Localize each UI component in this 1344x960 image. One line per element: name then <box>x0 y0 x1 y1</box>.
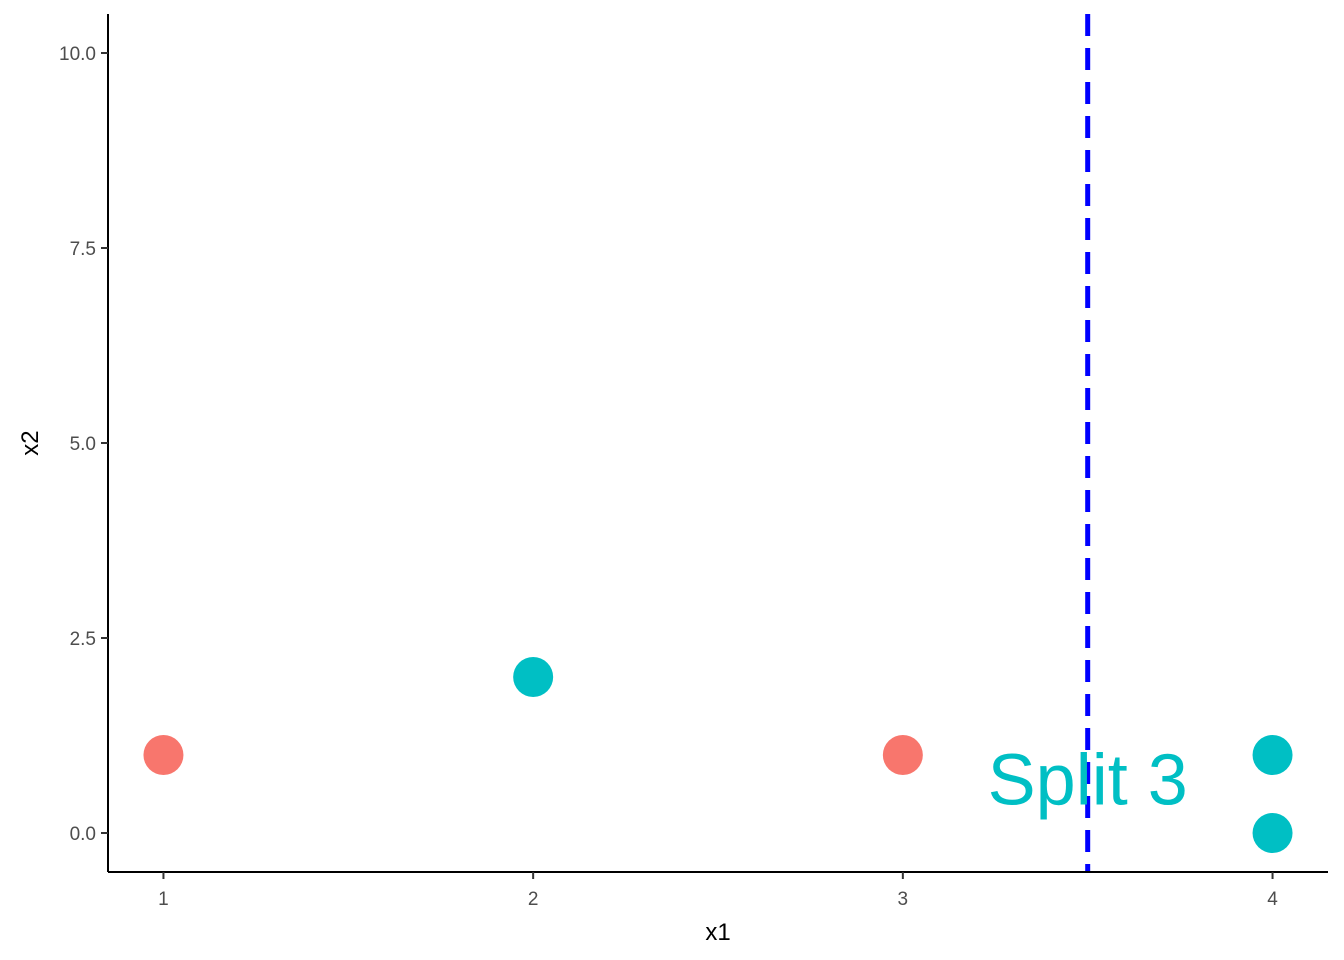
y-tick-label: 2.5 <box>70 629 96 650</box>
data-point <box>1252 735 1293 775</box>
plot-area: Split 3 <box>143 14 1293 872</box>
y-tick-label: 7.5 <box>70 239 96 260</box>
data-point <box>513 657 554 697</box>
x-ticks: 1 2 3 4 <box>158 872 1278 910</box>
y-tick-label: 0.0 <box>70 824 96 845</box>
data-point <box>143 735 184 775</box>
x-tick-label: 1 <box>158 889 169 910</box>
y-tick-label: 10.0 <box>59 44 96 65</box>
y-ticks: 0.0 2.5 5.0 7.5 10.0 <box>59 44 108 845</box>
x-tick-label: 3 <box>898 889 909 910</box>
y-axis-title: x2 <box>17 430 44 455</box>
x-tick-label: 4 <box>1267 889 1278 910</box>
x-axis-title: x1 <box>705 919 730 946</box>
split-annotation: Split 3 <box>988 740 1188 820</box>
x-tick-label: 2 <box>528 889 539 910</box>
y-tick-label: 5.0 <box>70 434 96 455</box>
data-point <box>882 735 923 775</box>
data-point <box>1252 813 1293 853</box>
